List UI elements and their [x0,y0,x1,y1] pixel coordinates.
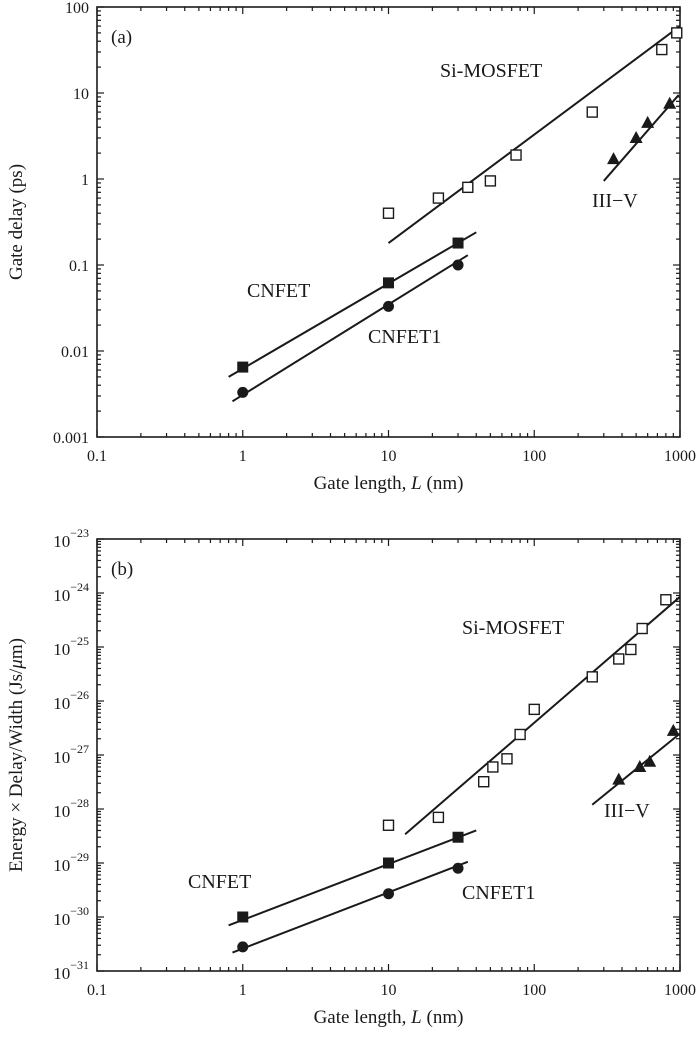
data-point-cnfet1 [383,888,394,900]
data-point-cnfet1 [237,941,249,953]
series-cnfet: CNFET [188,829,477,927]
fit-line-cnfet [228,829,477,927]
data-point-cnfet1 [452,259,464,271]
series-si-mosfet: Si-MOSFET [382,25,683,244]
data-point-si-mosfet [478,776,490,788]
fit-line-cnfet [228,231,477,378]
x-tick-label: 1000 [664,448,696,465]
x-tick-label: 0.1 [87,982,107,999]
panel-label: (b) [111,559,133,580]
y-tick-label: 10−23 [53,526,89,551]
series-iii-v: III−V [592,94,680,212]
plot-frame [96,538,681,972]
data-point-cnfet [452,237,464,249]
data-point-iii-v [612,772,626,785]
x-axis-label: Gate length, L (nm) [314,1007,464,1028]
y-tick-label: 10−28 [53,796,89,821]
series-cnfet1: CNFET1 [231,254,469,403]
data-point-iii-v [633,759,647,772]
data-point-iii-v [663,96,677,109]
y-tick-label: 10−25 [53,634,89,659]
data-point-si-mosfet [487,761,499,773]
data-point-si-mosfet [432,192,445,204]
series-iii-v: III−V [591,723,681,822]
series-label-cnfet1: CNFET1 [368,326,441,348]
x-tick-label: 1000 [664,982,696,999]
data-point-si-mosfet [625,643,637,656]
data-point-si-mosfet [636,622,648,635]
y-tick-label: 10−27 [53,742,89,767]
series-label-iii-v: III−V [604,800,650,822]
plot-frame [96,6,681,438]
y-tick-label: 0.01 [61,344,89,361]
data-point-si-mosfet [382,207,395,219]
series-label-si-mosfet: Si-MOSFET [440,60,542,82]
data-point-cnfet [383,857,394,869]
data-point-si-mosfet [462,181,474,194]
x-tick-label: 100 [522,982,546,999]
data-point-iii-v [666,723,680,736]
data-point-si-mosfet [432,811,445,824]
data-point-si-mosfet [613,653,625,665]
x-axis-label: Gate length, L (nm) [314,473,464,494]
data-point-cnfet1 [452,862,464,874]
series-label-si-mosfet: Si-MOSFET [462,617,564,639]
fit-line-si-mosfet [404,596,681,836]
series-cnfet: CNFET [228,231,477,378]
fit-line-iii-v [603,94,680,182]
y-axis-label: Energy × Delay/Width (Js/μm) [6,638,27,872]
data-point-si-mosfet [501,753,513,765]
x-tick-label: 10 [381,982,397,999]
data-point-si-mosfet [514,728,526,741]
data-point-si-mosfet [382,819,395,831]
x-tick-label: 0.1 [87,448,107,465]
data-point-iii-v [629,130,643,143]
data-point-si-mosfet [671,27,683,39]
y-tick-label: 100 [65,0,89,17]
y-tick-label: 1 [81,172,89,189]
panel-a-gate-delay: 0.1 1 10 100 1000 0.001 0.01 0.1 1 10 100 Gate leng… [6,0,696,494]
data-point-si-mosfet [656,43,668,56]
series-si-mosfet: Si-MOSFET [382,594,681,836]
series-label-cnfet: CNFET [188,871,251,893]
series-label-iii-v: III−V [592,190,638,212]
y-tick-label: 10−24 [53,580,89,605]
data-point-si-mosfet [528,703,540,716]
x-tick-label: 1 [239,982,247,999]
data-point-si-mosfet [586,106,598,118]
data-point-cnfet [452,831,464,843]
fit-line-cnfet1 [231,254,469,403]
series-label-cnfet1: CNFET1 [462,882,535,904]
data-point-cnfet1 [237,386,249,398]
data-point-cnfet1 [383,300,394,312]
y-tick-label: 10 [73,86,89,103]
data-point-iii-v [643,754,657,767]
panel-label: (a) [111,27,132,48]
panel-b-energy-delay: 0.1 1 10 100 1000 10−31 10−30 10−29 10−28 10−27 10… [6,526,696,1028]
y-axis-label: Gate delay (ps) [6,164,27,280]
y-tick-label: 0.001 [53,430,89,447]
data-point-cnfet [237,361,249,373]
y-tick-label: 10−30 [53,904,89,929]
y-tick-label: 0.1 [69,258,89,275]
data-point-iii-v [607,152,621,165]
data-point-si-mosfet [510,149,522,161]
fit-line-cnfet1 [232,860,469,954]
y-tick-label: 10−26 [53,688,89,713]
series-cnfet1: CNFET1 [232,860,535,954]
data-point-si-mosfet [586,671,598,683]
data-point-cnfet [383,277,394,289]
data-point-cnfet [237,911,249,923]
data-point-si-mosfet [484,175,497,187]
x-tick-label: 100 [522,448,546,465]
y-tick-label: 10−29 [53,850,89,875]
x-tick-label: 1 [239,448,247,465]
data-point-iii-v [641,115,655,128]
series-label-cnfet: CNFET [247,280,310,302]
y-tick-label: 10−31 [53,958,89,983]
x-tick-label: 10 [381,448,397,465]
data-point-si-mosfet [660,594,672,606]
fit-line-si-mosfet [387,25,681,244]
